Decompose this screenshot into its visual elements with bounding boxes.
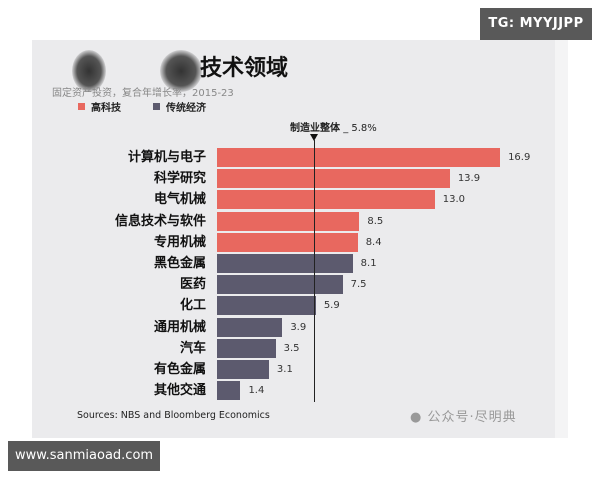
bar-row: 黑色金属 8.1 <box>0 253 560 274</box>
bar-row: 化工 5.9 <box>0 295 560 316</box>
reference-line <box>314 140 315 402</box>
bar <box>217 317 283 337</box>
bar-value: 3.1 <box>276 364 293 375</box>
bar-value: 1.4 <box>248 385 265 397</box>
legend-item-traditional: 传统经济 <box>153 99 206 114</box>
bar <box>217 211 360 231</box>
reference-value: _ 5.8% <box>343 123 377 134</box>
legend-item-high-tech: 高科技 <box>78 99 121 114</box>
bar-label: 医药 <box>179 277 206 293</box>
bar-row: 专用机械 8.4 <box>0 232 560 253</box>
bar-label: 有色金属 <box>153 362 206 377</box>
source-note: Sources: NBS and Bloomberg Economics <box>77 410 270 421</box>
watermark-text: 公众号·尽明典 <box>427 410 517 425</box>
redacted-blur <box>160 50 202 92</box>
bar-value: 3.9 <box>290 321 307 333</box>
watermark: ● 公众号·尽明典 <box>410 406 517 425</box>
bar <box>217 381 241 401</box>
down-arrow-icon <box>310 134 318 141</box>
legend-label: 高科技 <box>91 103 121 114</box>
bar-label: 信息技术与软件 <box>114 213 206 229</box>
bar-value: 13.9 <box>457 173 481 185</box>
wechat-icon: ● <box>410 410 423 425</box>
bar-row: 通用机械 3.9 <box>0 317 560 338</box>
bar-value: 8.1 <box>360 258 377 269</box>
legend-swatch <box>153 103 160 110</box>
bar-label: 其他交通 <box>153 383 206 399</box>
bar <box>217 232 358 252</box>
bar-row: 信息技术与软件 8.5 <box>0 211 560 232</box>
card-edge <box>555 40 568 438</box>
legend-label: 传统经济 <box>166 103 206 114</box>
bar-value: 8.4 <box>365 236 382 248</box>
bar <box>217 275 343 295</box>
bar-row: 医药 7.5 <box>0 274 560 295</box>
chart-subtitle: 固定资产投资，复合年增长率，2015-23 <box>52 88 234 99</box>
bar <box>217 148 501 167</box>
bar-value: 16.9 <box>508 152 531 163</box>
bar <box>217 190 435 210</box>
chart-title: 技术领域 <box>200 56 289 81</box>
url-badge: www.sanmiaoad.com <box>8 441 160 471</box>
bar-value: 8.5 <box>367 215 384 227</box>
bar <box>217 296 316 316</box>
bar-value: 3.5 <box>283 342 300 354</box>
bar-label: 化工 <box>179 298 206 314</box>
bar-value: 13.0 <box>442 194 466 206</box>
bar-row: 科学研究 13.9 <box>0 168 560 189</box>
bar <box>217 360 269 379</box>
legend-swatch <box>78 103 85 110</box>
legend: 高科技 传统经济 <box>78 99 206 114</box>
bar-row: 计算机与电子 16.9 <box>0 147 560 168</box>
reference-name: 制造业整体 <box>290 123 340 134</box>
bar-value: 7.5 <box>350 279 367 291</box>
tg-badge: TG: MYYJJPP <box>480 8 592 40</box>
bar-label: 专用机械 <box>153 234 206 250</box>
bar <box>217 338 276 358</box>
bar-label: 电气机械 <box>153 192 206 208</box>
bar <box>217 169 450 189</box>
bar-value: 5.9 <box>323 300 340 312</box>
bar-label: 科学研究 <box>153 171 206 187</box>
bar-label: 计算机与电子 <box>127 150 206 165</box>
reference-label: 制造业整体 _ 5.8% <box>290 119 377 134</box>
bar-label: 通用机械 <box>153 319 206 335</box>
bar-row: 有色金属 3.1 <box>0 359 560 380</box>
bar-label: 黑色金属 <box>153 256 206 271</box>
bar <box>217 254 353 273</box>
redacted-blur <box>72 50 106 92</box>
bar-row: 电气机械 13.0 <box>0 189 560 210</box>
bar-label: 汽车 <box>179 340 206 356</box>
bar-row: 汽车 3.5 <box>0 338 560 359</box>
bar-row: 其他交通 1.4 <box>0 380 560 401</box>
